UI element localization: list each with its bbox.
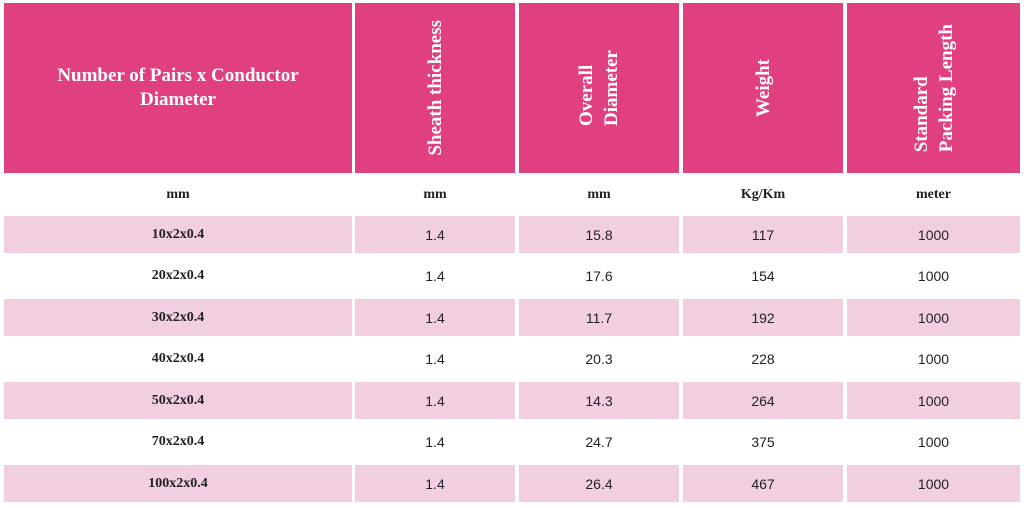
packing-length-cell: 1000 bbox=[917, 433, 950, 450]
pairs-cell: 100x2x0.4 bbox=[4, 465, 352, 502]
header-weight: Weight bbox=[683, 3, 843, 173]
diameter-cell: 15.8 bbox=[519, 216, 679, 253]
packing-length-cell: 1000 bbox=[917, 350, 950, 367]
diameter-cell: 24.7 bbox=[585, 433, 613, 450]
weight-cell: 192 bbox=[683, 299, 843, 336]
diameter-cell: 20.3 bbox=[585, 350, 613, 367]
header-sheath-thickness: Sheath thickness bbox=[355, 3, 515, 173]
sheath-cell: 1.4 bbox=[355, 216, 515, 253]
header-label: Weight bbox=[752, 58, 774, 118]
weight-cell: 228 bbox=[751, 350, 775, 367]
sheath-cell: 1.4 bbox=[355, 382, 515, 419]
diameter-cell: 17.6 bbox=[585, 267, 613, 284]
pairs-cell: 30x2x0.4 bbox=[4, 299, 352, 336]
weight-cell: 467 bbox=[683, 465, 843, 502]
header-label: Sheath thickness bbox=[424, 20, 446, 156]
packing-length-cell: 1000 bbox=[847, 216, 1020, 253]
weight-cell: 264 bbox=[683, 382, 843, 419]
weight-cell: 375 bbox=[751, 433, 775, 450]
header-overall-diameter: Overall Diameter bbox=[519, 3, 679, 173]
diameter-cell: 14.3 bbox=[519, 382, 679, 419]
pairs-cell: 20x2x0.4 bbox=[151, 267, 205, 283]
diameter-cell: 26.4 bbox=[519, 465, 679, 502]
unit-cell: mm bbox=[423, 187, 447, 202]
packing-length-cell: 1000 bbox=[917, 267, 950, 284]
header-standard-packing-length: Standard Packing Length bbox=[847, 3, 1020, 173]
pairs-cell: 10x2x0.4 bbox=[4, 216, 352, 253]
diameter-cell: 11.7 bbox=[519, 299, 679, 336]
packing-length-cell: 1000 bbox=[847, 299, 1020, 336]
pairs-cell: 70x2x0.4 bbox=[151, 433, 205, 449]
header-pairs-diameter: Number of Pairs x Conductor Diameter bbox=[4, 3, 352, 173]
pairs-cell: 50x2x0.4 bbox=[4, 382, 352, 419]
sheath-cell: 1.4 bbox=[355, 465, 515, 502]
packing-length-cell: 1000 bbox=[847, 382, 1020, 419]
sheath-cell: 1.4 bbox=[425, 433, 445, 450]
weight-cell: 154 bbox=[751, 267, 775, 284]
sheath-cell: 1.4 bbox=[355, 299, 515, 336]
unit-cell: mm bbox=[166, 187, 190, 202]
header-label: Standard Packing Length bbox=[910, 23, 957, 153]
weight-cell: 117 bbox=[683, 216, 843, 253]
packing-length-cell: 1000 bbox=[847, 465, 1020, 502]
header-label: Number of Pairs x Conductor Diameter bbox=[57, 65, 299, 110]
unit-cell: meter bbox=[916, 187, 951, 202]
header-label: Overall Diameter bbox=[576, 50, 622, 126]
pairs-cell: 40x2x0.4 bbox=[151, 350, 205, 366]
unit-cell: Kg/Km bbox=[740, 187, 786, 202]
cable-spec-table: Number of Pairs x Conductor Diameter She… bbox=[4, 3, 1020, 505]
unit-cell: mm bbox=[587, 187, 611, 202]
sheath-cell: 1.4 bbox=[425, 267, 445, 284]
sheath-cell: 1.4 bbox=[425, 350, 445, 367]
